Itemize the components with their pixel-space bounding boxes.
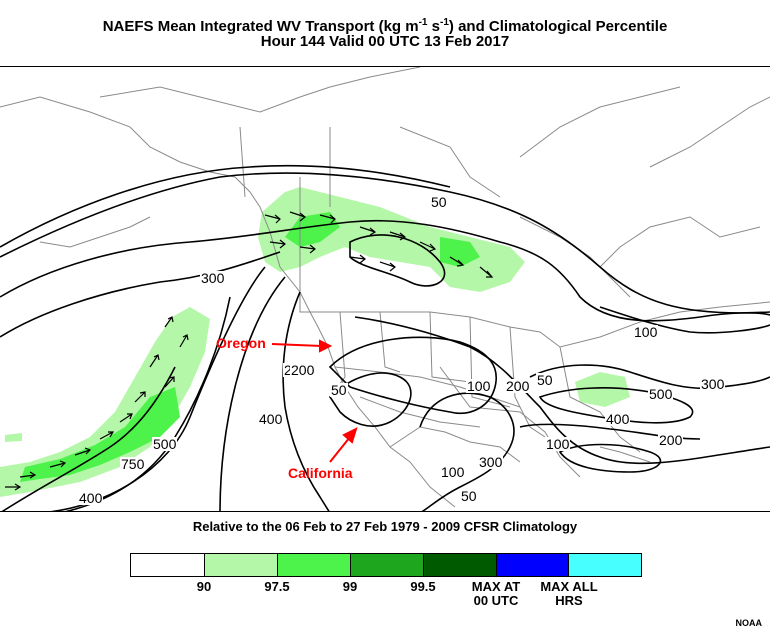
ivt-contours: [0, 164, 770, 511]
transport-vectors: [5, 211, 494, 491]
legend-swatch: [496, 554, 570, 576]
contour-label: 500: [152, 436, 178, 452]
contour-label: 50: [536, 372, 554, 388]
legend-swatch: [351, 554, 424, 576]
contour-label: 50: [430, 194, 448, 210]
contour-label: 100: [440, 464, 466, 480]
legend-tick: MAX AT 00 UTC: [471, 579, 521, 608]
legend-tick: MAX ALL HRS: [540, 579, 598, 608]
california-annotation: California: [288, 465, 353, 481]
annotation-arrows: [271, 339, 358, 463]
contour-label: 500: [648, 386, 674, 402]
percentile-legend-bar: [130, 553, 642, 577]
legend-swatch: [278, 554, 352, 576]
percentile-shading: [0, 187, 630, 497]
contour-label: 400: [605, 411, 631, 427]
contour-label: 300: [700, 376, 726, 392]
political-boundaries: [0, 67, 770, 508]
legend-tick: 99.5: [410, 579, 436, 594]
contour-label: 300: [200, 270, 226, 286]
map-title: NAEFS Mean Integrated WV Transport (kg m…: [102, 17, 668, 35]
contour-label: 50: [460, 488, 478, 504]
legend-tick: 90: [196, 579, 212, 594]
contour-label: 100: [545, 436, 571, 452]
contour-label: 100: [466, 378, 492, 394]
contour-label: 300: [478, 454, 504, 470]
climatology-caption: Relative to the 06 Feb to 27 Feb 1979 - …: [192, 519, 578, 534]
contour-label: 200: [658, 432, 684, 448]
map-panel: 50 300 100 200 50 100 200 50 500 300 400…: [0, 66, 770, 512]
legend-swatch: [204, 554, 279, 576]
contour-label: 400: [258, 411, 284, 427]
legend-swatch: [569, 554, 642, 576]
map-subtitle: Hour 144 Valid 00 UTC 13 Feb 2017: [260, 33, 510, 50]
contour-label: 200: [505, 378, 531, 394]
legend-swatch: [423, 554, 497, 576]
legend-tick: 97.5: [264, 579, 290, 594]
contour-label: 50: [330, 382, 348, 398]
legend-tick: 99: [342, 579, 358, 594]
contour-label: 400: [78, 490, 104, 506]
contour-label: 750: [120, 456, 146, 472]
contour-label: 200: [290, 362, 316, 378]
map-canvas: [0, 67, 770, 511]
legend-swatch: [131, 554, 205, 576]
contour-label: 100: [633, 324, 659, 340]
noaa-credit: NOAA: [735, 618, 763, 628]
oregon-annotation: Oregon: [216, 335, 266, 351]
